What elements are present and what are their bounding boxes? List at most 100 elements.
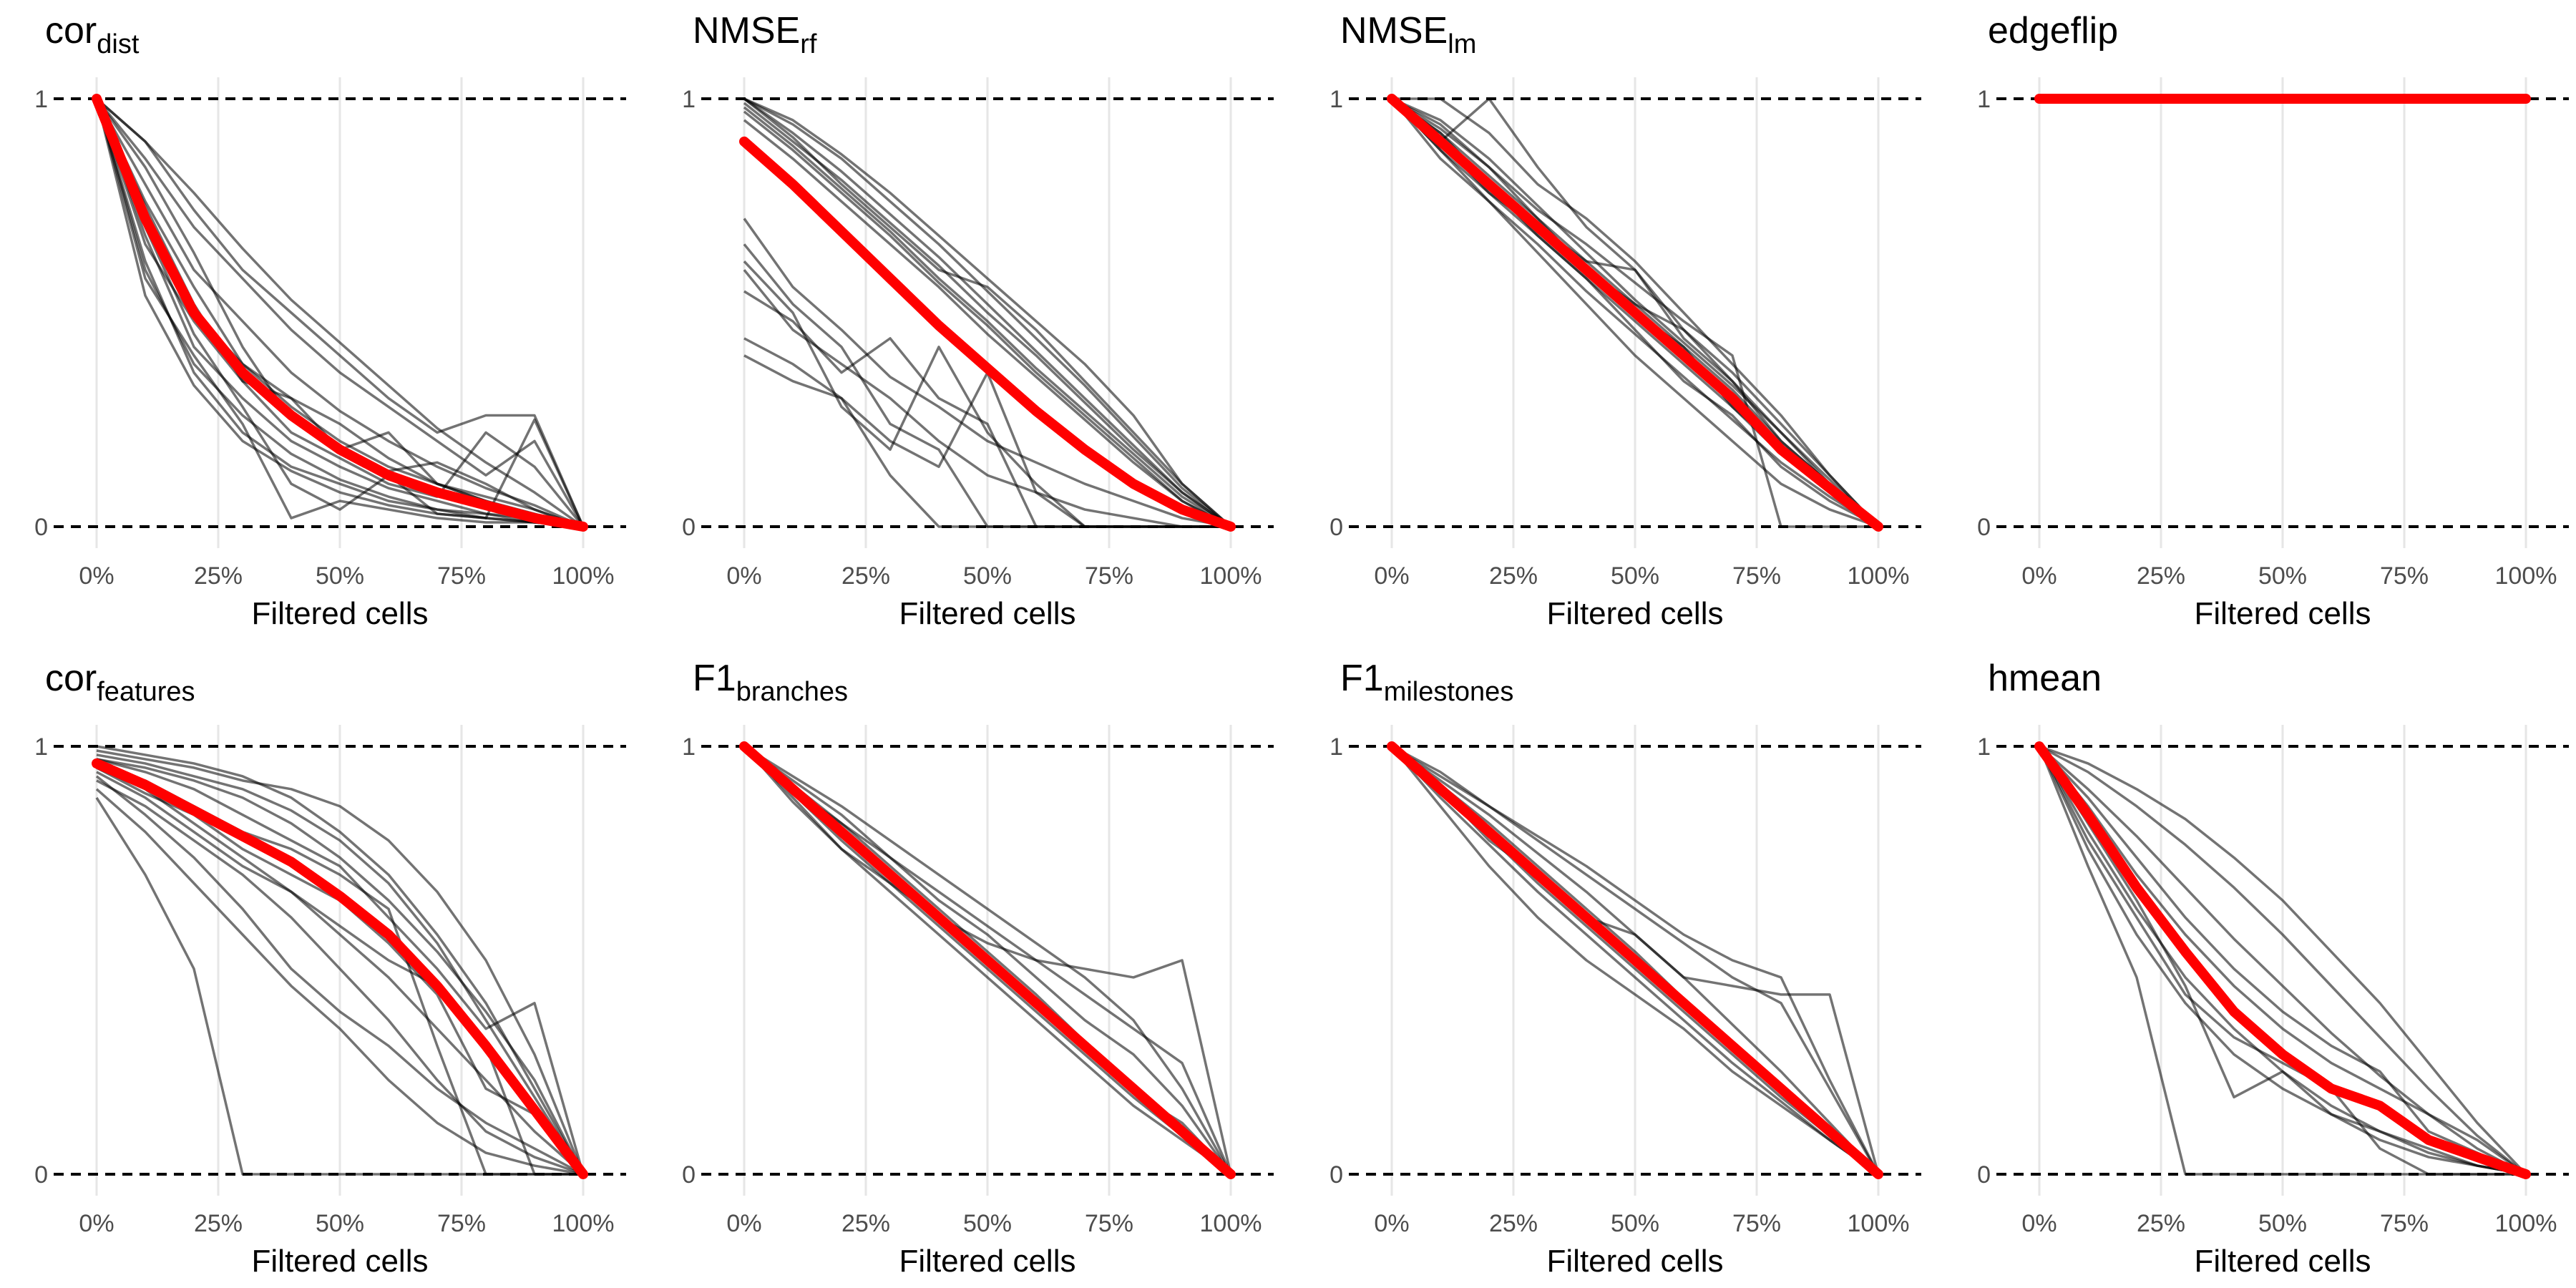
x-tick-label: 50% — [963, 562, 1012, 590]
y-tick-label: 1 — [682, 86, 696, 113]
series-line — [2039, 745, 2527, 1176]
x-tick-label: 100% — [2495, 562, 2557, 590]
x-axis-label: Filtered cells — [899, 1244, 1076, 1279]
y-tick-label: 1 — [682, 733, 696, 761]
y-tick-label: 0 — [1330, 514, 1343, 541]
x-tick-label: 100% — [2495, 1210, 2557, 1237]
panel-title-main: NMSE — [693, 10, 800, 52]
y-tick-label: 0 — [1977, 514, 1991, 541]
panel-title-main: cor — [45, 658, 97, 699]
series-line — [743, 119, 1231, 528]
x-tick-label: 25% — [1489, 562, 1538, 590]
x-axis-label: Filtered cells — [899, 596, 1076, 631]
mean-series-line — [1387, 741, 1883, 1179]
mean-series-line — [739, 136, 1236, 532]
series-line — [2039, 745, 2527, 1176]
series-line — [96, 758, 585, 1175]
x-tick-label: 50% — [316, 562, 364, 590]
series-line — [2038, 746, 2527, 1176]
series-line — [96, 749, 585, 1175]
panel-title-main: edgeflip — [1988, 10, 2118, 52]
x-tick-label: 0% — [79, 562, 114, 590]
x-tick-label: 25% — [1489, 1210, 1538, 1237]
x-tick-label: 0% — [726, 1210, 761, 1237]
x-tick-label: 25% — [2137, 1210, 2185, 1237]
x-tick-label: 0% — [1374, 1210, 1409, 1237]
series-line — [2038, 746, 2527, 1176]
series-line — [95, 775, 584, 1176]
x-tick-label: 0% — [1374, 562, 1409, 590]
y-tick-label: 1 — [1330, 86, 1343, 113]
panel-title-main: F1 — [693, 658, 736, 699]
y-tick-label: 1 — [1330, 733, 1343, 761]
chart-panel-7: 0 1 0% 25% 50% 75% 100% Filtered cells F1milesto… — [1330, 658, 1921, 1279]
series-line — [95, 98, 584, 528]
panel-title-main: cor — [45, 10, 97, 52]
series-line — [743, 97, 1232, 528]
series-line — [743, 110, 1231, 528]
series-line — [2038, 745, 2527, 1176]
series-line — [95, 98, 584, 528]
series-line — [95, 97, 585, 527]
panel-title: F1branches — [693, 658, 848, 707]
x-tick-label: 50% — [963, 1210, 1012, 1237]
x-tick-label: 100% — [1848, 562, 1910, 590]
x-tick-label: 0% — [2021, 562, 2057, 590]
series-line — [2038, 746, 2526, 1176]
y-tick-label: 0 — [34, 1161, 48, 1189]
series-line — [96, 758, 585, 1175]
x-tick-label: 100% — [552, 562, 615, 590]
series-line — [95, 98, 584, 528]
x-tick-label: 100% — [1848, 1210, 1910, 1237]
x-tick-label: 0% — [726, 562, 761, 590]
series-line — [95, 788, 584, 1176]
x-axis-label: Filtered cells — [252, 1244, 429, 1279]
series-line — [2038, 745, 2527, 1176]
chart-panel-8: 0 1 0% 25% 50% 75% 100% Filtered cells hmean — [1977, 658, 2569, 1279]
x-tick-label: 75% — [1732, 1210, 1781, 1237]
x-tick-label: 50% — [1611, 562, 1659, 590]
series-line — [1392, 97, 1880, 528]
y-tick-label: 0 — [682, 1161, 696, 1189]
mean-series-line — [1387, 94, 1883, 532]
panel-title: NMSElm — [1340, 10, 1476, 59]
series-line — [743, 260, 1231, 528]
y-tick-label: 0 — [1330, 1161, 1343, 1189]
x-tick-label: 25% — [194, 1210, 243, 1237]
panel-title-main: NMSE — [1340, 10, 1448, 52]
x-tick-label: 50% — [1611, 1210, 1659, 1237]
panel-title: NMSErf — [693, 10, 817, 59]
series-line — [743, 745, 1232, 1176]
mean-series-line — [2034, 741, 2531, 1179]
chart-panel-3: 0 1 0% 25% 50% 75% 100% Filtered cells NMSElm — [1330, 10, 1921, 631]
series-line — [743, 97, 1232, 528]
y-tick-label: 0 — [682, 514, 696, 541]
series-line — [95, 98, 585, 527]
panel-title-subscript: dist — [97, 29, 140, 59]
series-line — [743, 745, 1232, 1176]
x-tick-label: 100% — [552, 1210, 615, 1237]
y-tick-label: 0 — [34, 514, 48, 541]
panel-title-subscript: features — [97, 677, 195, 707]
x-tick-label: 50% — [316, 1210, 364, 1237]
panel-title-main: F1 — [1340, 658, 1384, 699]
series-line — [2038, 745, 2527, 1176]
x-axis-label: Filtered cells — [2195, 1244, 2371, 1279]
series-line — [1390, 97, 1879, 528]
y-tick-label: 0 — [1977, 1161, 1991, 1189]
x-tick-label: 25% — [841, 1210, 890, 1237]
panel-title: cordist — [45, 10, 140, 59]
x-axis-label: Filtered cells — [2195, 596, 2371, 631]
x-tick-label: 100% — [1200, 1210, 1262, 1237]
series-line — [743, 97, 1232, 528]
mean-series-line — [92, 94, 588, 532]
series-line — [95, 98, 584, 528]
series-line — [95, 98, 584, 528]
x-tick-label: 75% — [437, 562, 486, 590]
series-line — [743, 269, 1231, 528]
series-line — [96, 779, 584, 1176]
series-line — [1391, 745, 1880, 1175]
series-line — [743, 745, 1232, 1175]
chart-panel-4: 0 1 0% 25% 50% 75% 100% Filtered cells edgeflip — [1977, 10, 2569, 631]
